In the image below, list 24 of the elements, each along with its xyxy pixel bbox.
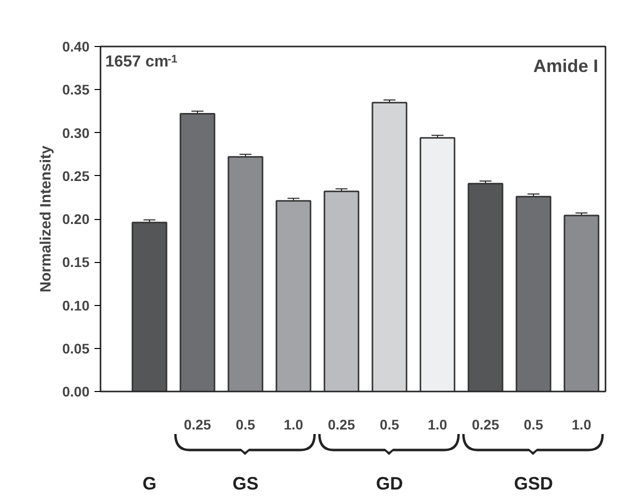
y-tick-label: 0.30 (62, 124, 90, 141)
x-tick-label: 1.0 (572, 416, 592, 432)
y-tick-label: 0.00 (62, 384, 90, 400)
text: GD (376, 474, 403, 494)
y-axis-title: Normalized Intensity (37, 144, 54, 292)
x-tick-label: 1.0 (284, 416, 304, 432)
x-tick-label: 0.5 (524, 416, 544, 432)
y-tick-label: 0.25 (62, 168, 90, 184)
y-tick-label: 0.10 (62, 297, 90, 314)
y-tick-label: 0.15 (62, 254, 90, 270)
y-tick-label: 0.05 (62, 340, 90, 356)
y-tick-label: 0.20 (62, 211, 90, 227)
text: GS (232, 474, 258, 494)
text: GSD (514, 474, 554, 494)
y-tick-label: 0.40 (62, 38, 90, 54)
x-tick-label: 0.25 (184, 416, 212, 432)
y-tick-label: 0.35 (62, 82, 90, 98)
x-tick-label: 1.0 (428, 416, 448, 432)
x-tick-label: 0.5 (380, 416, 400, 432)
x-tick-label: 0.25 (328, 416, 356, 432)
annotation: Amide I (533, 56, 598, 76)
x-tick-label: 0.5 (236, 416, 256, 432)
text: G (142, 474, 156, 494)
x-tick-label: 0.25 (472, 416, 500, 432)
